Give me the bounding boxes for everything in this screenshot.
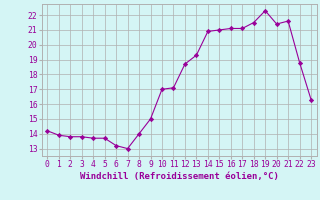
X-axis label: Windchill (Refroidissement éolien,°C): Windchill (Refroidissement éolien,°C) xyxy=(80,172,279,181)
